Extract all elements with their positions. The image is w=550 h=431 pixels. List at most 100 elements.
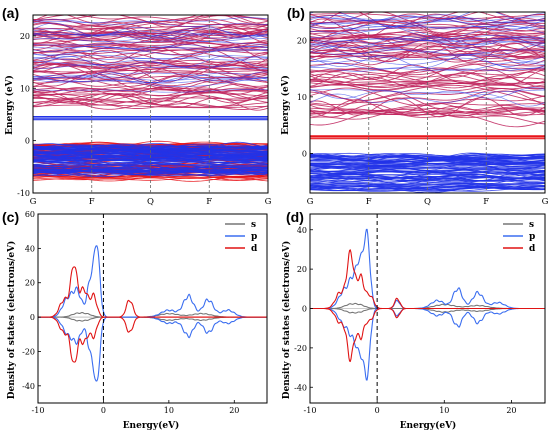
- band-line: [33, 143, 268, 151]
- band-line: [310, 22, 545, 32]
- band-line: [310, 40, 545, 49]
- dos-curves-c: [38, 214, 267, 403]
- x-tick-label: 0: [101, 406, 106, 415]
- dos-curve-d-down: [310, 307, 545, 363]
- y-tick-label: 10: [297, 93, 307, 102]
- axes-b: G F Q F G 0 10 20: [297, 11, 549, 207]
- y-tick-label: 20: [297, 36, 307, 45]
- y-tick-label: 40: [25, 244, 35, 253]
- legend-label-p: p: [529, 232, 535, 242]
- y-axis-label-d: Density of states (electrons/eV): [281, 241, 292, 400]
- band-line: [310, 157, 545, 165]
- band-line: [33, 56, 268, 61]
- panel-label-b: (b): [287, 5, 305, 21]
- dos-curve-p-down: [310, 307, 545, 381]
- x-tick-label: 20: [229, 406, 239, 415]
- dos-curves-d: [310, 214, 545, 403]
- band-line: [33, 90, 268, 104]
- y-tick-label: 0: [302, 149, 307, 158]
- band-line: [310, 165, 545, 175]
- y-axis-label-b: Energy (eV): [280, 75, 291, 135]
- axes-c: -10 0 10 20 -40 -20 0 20 40 60: [22, 210, 268, 415]
- kpoint-label: F: [89, 197, 95, 207]
- x-tick-label: 10: [164, 406, 174, 415]
- band-line: [33, 158, 268, 167]
- band-line: [33, 67, 268, 73]
- legend-c: spd: [225, 220, 258, 254]
- band-line: [33, 93, 268, 106]
- band-line: [310, 67, 545, 74]
- plot-frame: [37, 213, 268, 404]
- y-tick-label: 0: [25, 137, 30, 146]
- y-tick-label: 40: [297, 226, 307, 235]
- legend-label-p: p: [251, 232, 257, 242]
- kpoint-label: G: [30, 197, 37, 207]
- x-axis-label-d: Energy(eV): [400, 420, 457, 431]
- band-line: [310, 18, 545, 32]
- band-line: [310, 153, 545, 158]
- band-line: [310, 54, 545, 58]
- y-tick-label: -10: [17, 189, 30, 198]
- band-line: [310, 37, 545, 42]
- y-tick-label: 60: [25, 210, 35, 219]
- band-line: [33, 87, 268, 105]
- x-axis-label-c: Energy(eV): [123, 420, 180, 431]
- band-line: [310, 16, 545, 21]
- band-line: [310, 175, 545, 182]
- x-tick-label: 20: [506, 406, 516, 415]
- dos-curve-d-down: [38, 316, 267, 363]
- y-tick-label: -20: [294, 344, 307, 353]
- panel-c-dos: (c) Density of states (electrons/eV) Ene…: [2, 209, 268, 431]
- kpoint-label: G: [542, 197, 549, 207]
- panel-label-d: (d): [286, 209, 304, 225]
- kpoint-label: Q: [424, 197, 431, 207]
- band-line: [33, 37, 268, 42]
- legend-label-d: d: [251, 244, 258, 254]
- legend-label-d: d: [529, 244, 536, 254]
- legend-d: spd: [503, 220, 536, 254]
- kpoint-label: F: [366, 197, 372, 207]
- y-tick-label: 20: [297, 265, 307, 274]
- panel-d-dos: (d) Density of states (electrons/eV) Ene…: [281, 209, 546, 431]
- kpoint-label: F: [206, 197, 212, 207]
- band-line: [33, 44, 268, 52]
- x-tick-label: -10: [304, 406, 317, 415]
- band-line: [310, 78, 545, 88]
- band-line: [33, 74, 268, 87]
- y-tick-label: 0: [302, 305, 307, 314]
- kpoint-label: G: [307, 197, 314, 207]
- kpoint-label: F: [483, 197, 489, 207]
- band-line: [310, 106, 545, 117]
- kpoint-label: G: [265, 197, 272, 207]
- x-tick-label: 10: [439, 406, 449, 415]
- band-line: [310, 84, 545, 105]
- band-line: [310, 32, 545, 38]
- y-tick-label: -40: [294, 383, 307, 392]
- band-line: [310, 67, 545, 72]
- band-line: [310, 12, 545, 24]
- y-tick-label: -40: [22, 382, 35, 391]
- y-tick-label: 20: [20, 32, 30, 41]
- band-line: [310, 49, 545, 55]
- panel-b-band-structure: (b) Energy (eV) G F Q F G 0 10 20: [280, 5, 549, 207]
- band-line: [33, 169, 268, 177]
- band-line: [310, 41, 545, 49]
- legend-label-s: s: [529, 220, 534, 230]
- y-axis-label-c: Density of states (electrons/eV): [6, 241, 17, 400]
- panel-label-c: (c): [2, 209, 19, 225]
- band-line: [33, 15, 268, 29]
- dos-curve-p-down: [38, 316, 267, 382]
- panel-label-a: (a): [2, 5, 19, 21]
- band-line: [33, 141, 268, 150]
- band-line: [33, 22, 268, 37]
- band-line: [33, 49, 268, 59]
- kpoint-label: Q: [147, 197, 154, 207]
- dos-curve-p-up: [38, 245, 267, 318]
- y-tick-label: 20: [25, 279, 35, 288]
- band-line: [33, 92, 268, 105]
- dos-curve-p-up: [310, 228, 545, 310]
- legend-label-s: s: [251, 220, 256, 230]
